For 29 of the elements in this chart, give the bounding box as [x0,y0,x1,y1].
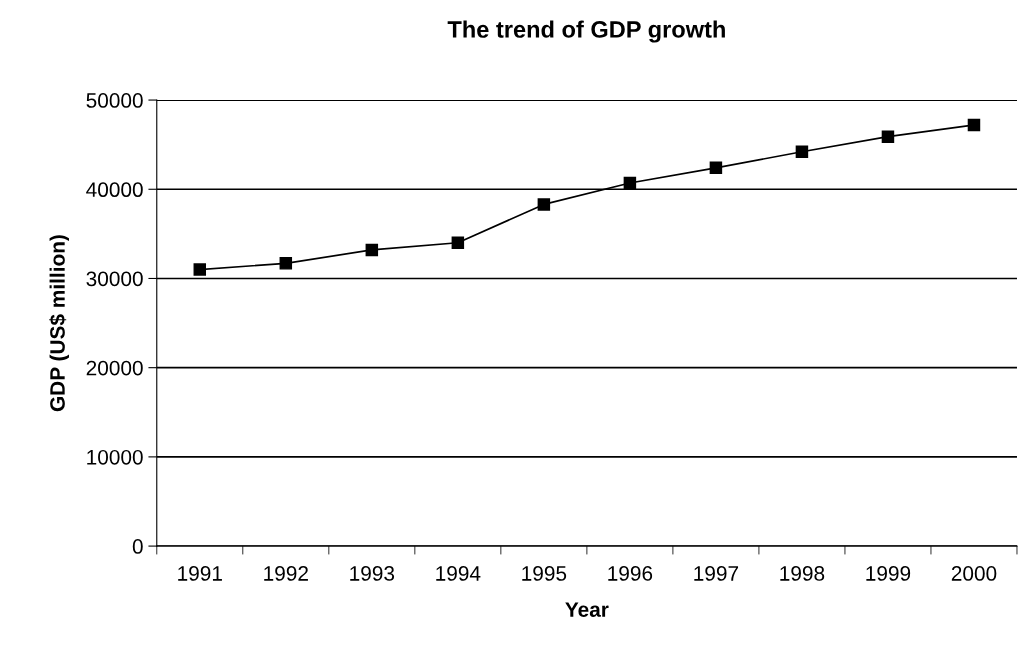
x-tick-label: 2000 [951,566,997,581]
x-tick-label: 1999 [866,566,911,581]
x-tick-label: 1991 [178,566,222,581]
x-tick-label: 1998 [780,566,825,581]
point [623,176,637,190]
point [451,236,465,250]
x-tick-label: 1997 [694,566,739,581]
x-axis-title: Year [565,602,609,617]
y-tick-label: 40000 [86,182,143,198]
point [881,130,895,143]
point [795,145,809,159]
x-tick-label: 1996 [608,566,653,581]
x-tick-label: 1992 [264,566,308,581]
point [279,257,293,270]
point [537,198,551,211]
y-tick-label: 0 [132,539,143,554]
x-tick-label: 1994 [436,566,481,581]
x-tick-label: 1995 [522,566,567,581]
y-axis-title: GDP (US$ million) [49,235,69,412]
x-tick-label: 1993 [350,566,395,581]
chart-title: The trend of GDP growth [447,20,725,43]
point [365,243,379,257]
y-tick-label: 10000 [87,449,143,465]
point [193,263,207,276]
point [967,118,981,132]
y-tick-label: 20000 [86,360,143,376]
y-tick-label: 30000 [86,271,143,287]
y-tick-label: 50000 [86,93,143,108]
point [709,161,723,175]
